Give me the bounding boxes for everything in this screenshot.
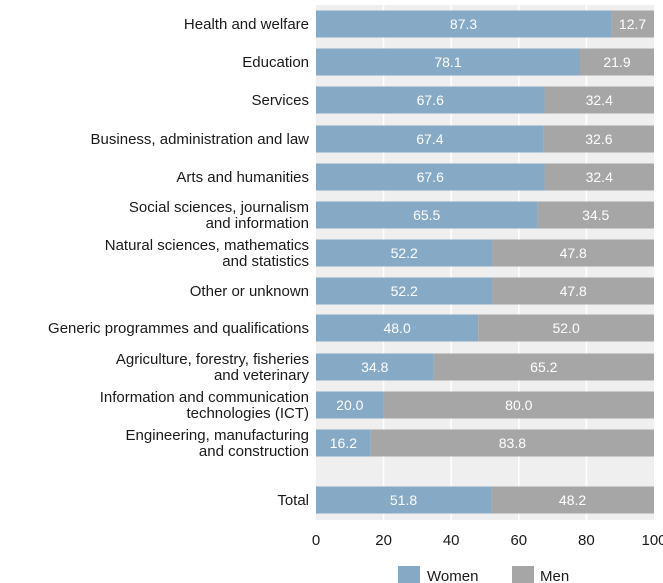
data-label: 67.6 <box>417 169 444 185</box>
category-label: Total <box>277 492 309 509</box>
bar-women <box>316 391 384 419</box>
data-label: 87.3 <box>450 16 477 32</box>
category-labels: Health and welfare Education Services Busin… <box>48 16 309 509</box>
legend-label-women: Women <box>427 568 478 583</box>
category-label: Arts and humanities <box>176 169 309 186</box>
category-label: Other or unknown <box>190 283 309 300</box>
data-label: 51.8 <box>390 492 417 508</box>
bar-men <box>544 86 654 114</box>
bar-men <box>579 48 654 76</box>
x-tick-label: 20 <box>375 532 392 549</box>
bar-men <box>611 10 654 38</box>
data-label: 67.4 <box>416 131 443 147</box>
data-label: 21.9 <box>603 54 630 70</box>
data-label: 32.4 <box>586 92 613 108</box>
x-axis-ticks: 0 20 40 60 80 100 <box>312 532 663 549</box>
bars: 87.3 12.7 78.1 21.9 67.6 32.4 67.4 32.6 67.6 32.4… <box>316 10 654 514</box>
bar-women <box>316 429 371 457</box>
data-label: 47.8 <box>560 245 587 261</box>
legend-swatch-women <box>398 566 420 583</box>
category-label: Health and welfare <box>184 16 309 33</box>
data-label: 34.5 <box>582 207 609 223</box>
bar-women <box>316 486 492 514</box>
bar-men <box>370 429 654 457</box>
bar-men <box>544 163 654 191</box>
legend: Women Men <box>398 566 569 583</box>
bar-women <box>316 201 538 229</box>
x-tick-label: 0 <box>312 532 320 549</box>
data-label: 52.2 <box>391 245 418 261</box>
data-label: 65.5 <box>413 207 440 223</box>
legend-swatch-men <box>512 566 534 583</box>
category-label: Services <box>251 92 309 109</box>
data-label: 16.2 <box>330 435 357 451</box>
category-label: Engineering, manufacturing and constructi… <box>126 427 309 460</box>
bar-men <box>537 201 654 229</box>
data-label: 48.2 <box>559 492 586 508</box>
category-label: Information and communication technologie… <box>100 389 309 422</box>
data-label: 65.2 <box>530 359 557 375</box>
data-label: 78.1 <box>434 54 461 70</box>
bar-women <box>316 10 612 38</box>
x-tick-label: 80 <box>578 532 595 549</box>
category-label: Generic programmes and qualifications <box>48 320 309 337</box>
category-label: Business, administration and law <box>91 131 310 148</box>
bar-women <box>316 48 580 76</box>
x-tick-label: 60 <box>510 532 527 549</box>
bar-men <box>478 314 654 342</box>
bar-men <box>492 277 654 305</box>
data-label: 48.0 <box>383 320 410 336</box>
x-tick-label: 40 <box>443 532 460 549</box>
bar-women <box>316 314 479 342</box>
bar-women <box>316 163 545 191</box>
bar-women <box>316 125 544 153</box>
bar-women <box>316 86 545 114</box>
data-label: 52.2 <box>391 283 418 299</box>
bar-men <box>543 125 654 153</box>
category-label: Social sciences, journalism and informati… <box>129 199 309 232</box>
data-label: 83.8 <box>499 435 526 451</box>
data-label: 80.0 <box>505 397 532 413</box>
data-label: 20.0 <box>336 397 363 413</box>
bar-men <box>491 486 654 514</box>
data-label: 67.6 <box>417 92 444 108</box>
bar-women <box>316 353 434 381</box>
data-label: 32.4 <box>586 169 613 185</box>
category-label: Natural sciences, mathematics and statist… <box>105 237 309 270</box>
bar-women <box>316 277 493 305</box>
bar-men <box>433 353 654 381</box>
data-label: 12.7 <box>619 16 646 32</box>
data-label: 47.8 <box>560 283 587 299</box>
bar-men <box>383 391 654 419</box>
category-label: Education <box>242 54 309 71</box>
legend-label-men: Men <box>540 568 569 583</box>
x-tick-label: 100 <box>641 532 663 549</box>
bar-men <box>492 239 654 267</box>
data-label: 52.0 <box>552 320 579 336</box>
data-label: 32.6 <box>585 131 612 147</box>
category-label: Agriculture, forestry, fisheries and vete… <box>116 351 310 384</box>
data-label: 34.8 <box>361 359 388 375</box>
bar-women <box>316 239 493 267</box>
